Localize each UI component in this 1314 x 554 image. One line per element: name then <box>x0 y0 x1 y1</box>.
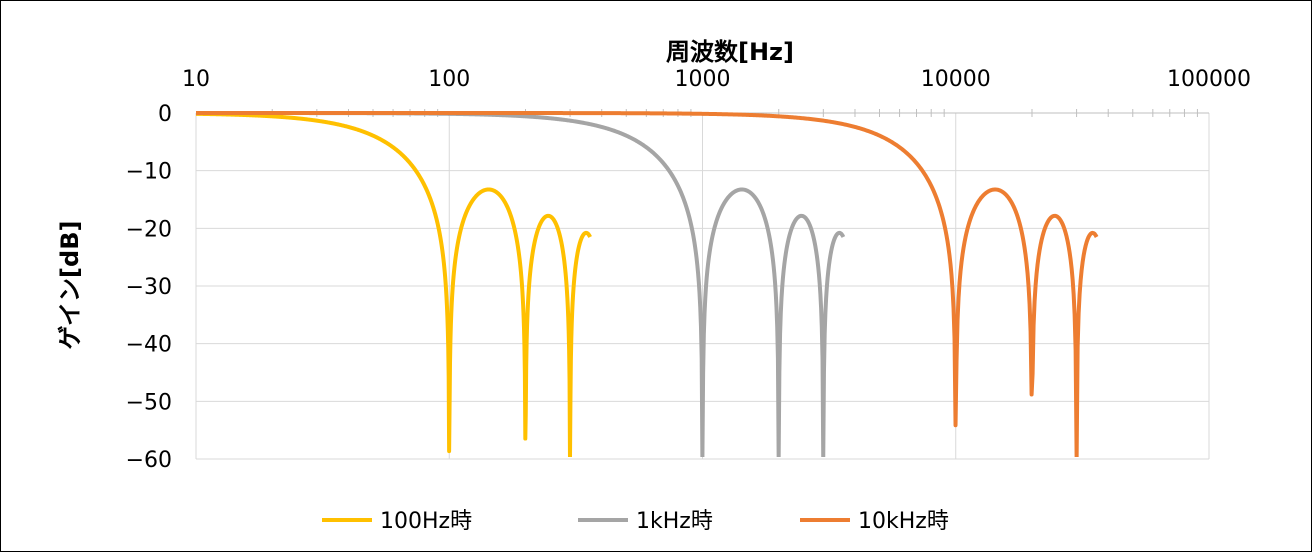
x-axis-title: 周波数[Hz] <box>666 38 794 66</box>
y-tick-label: −60 <box>126 448 172 473</box>
legend-label-10khz: 10kHz時 <box>858 509 949 534</box>
y-tick-label: 0 <box>158 102 172 127</box>
legend-item-100hz: 100Hz時 <box>322 509 472 534</box>
x-tick-label: 1000 <box>675 67 731 92</box>
y-tick-label: −50 <box>126 390 172 415</box>
legend-label-1khz: 1kHz時 <box>636 509 713 534</box>
y-tick-label: −40 <box>126 333 172 358</box>
legend-item-10khz: 10kHz時 <box>800 509 949 534</box>
legend-label-100hz: 100Hz時 <box>380 509 472 534</box>
series-group <box>194 111 592 457</box>
y-tick-label: −10 <box>126 160 172 185</box>
x-tick-label: 10000 <box>921 67 991 92</box>
y-tick-label: −30 <box>126 275 172 300</box>
x-tick-label: 10 <box>182 67 210 92</box>
x-tick-label: 100000 <box>1167 67 1251 92</box>
series-line <box>194 111 592 457</box>
legend: 100Hz時 1kHz時 10kHz時 <box>322 509 949 534</box>
y-axis-title: ゲイン[dB] <box>56 221 84 350</box>
tick-layer: 10 100 1000 10000 100000 0 −10 −20 −30 −40 −50 −60 <box>126 67 1251 473</box>
series-line <box>195 111 1099 457</box>
legend-item-1khz: 1kHz時 <box>578 509 713 534</box>
series-group <box>195 111 1099 457</box>
x-tick-label: 100 <box>428 67 470 92</box>
y-tick-label: −20 <box>126 217 172 242</box>
series-layer <box>194 111 1099 457</box>
